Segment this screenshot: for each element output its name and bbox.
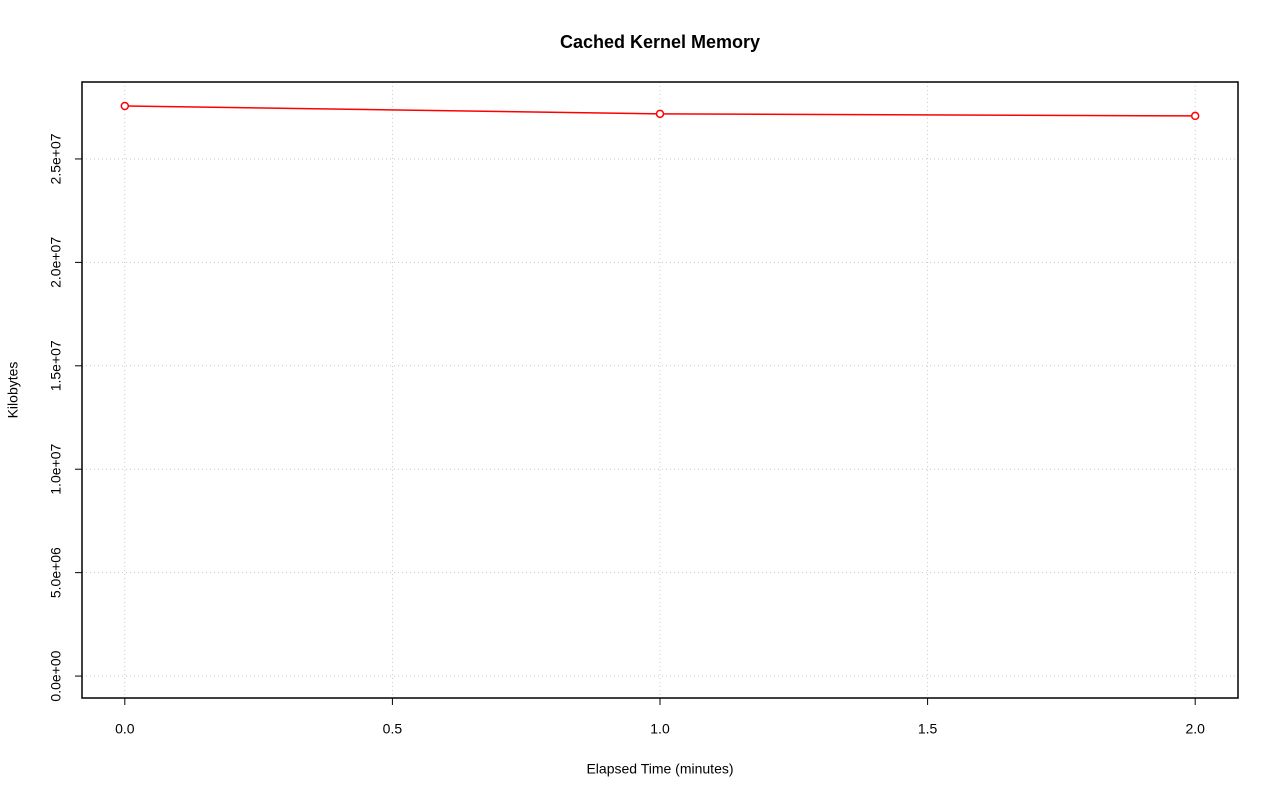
plot-frame xyxy=(81,81,1239,699)
y-tick-label: 5.0e+06 xyxy=(48,547,64,598)
y-axis-label: Kilobytes xyxy=(5,362,21,419)
data-point xyxy=(1190,111,1200,121)
x-tick-label: 2.0 xyxy=(1185,721,1205,737)
x-tick-label: 0.5 xyxy=(383,721,403,737)
y-tick-label: 2.0e+07 xyxy=(48,237,64,288)
data-point xyxy=(120,101,130,111)
y-tick-label: 0.0e+00 xyxy=(48,650,64,701)
x-tick-label: 1.5 xyxy=(918,721,938,737)
y-tick-label: 1.0e+07 xyxy=(48,444,64,495)
x-tick-label: 0.0 xyxy=(115,721,135,737)
chart-title: Cached Kernel Memory xyxy=(560,32,760,52)
data-point xyxy=(655,109,665,119)
x-axis-label: Elapsed Time (minutes) xyxy=(586,761,733,777)
y-tick-label: 2.5e+07 xyxy=(48,133,64,184)
y-tick-label: 1.5e+07 xyxy=(48,340,64,391)
x-tick-label: 1.0 xyxy=(650,721,670,737)
